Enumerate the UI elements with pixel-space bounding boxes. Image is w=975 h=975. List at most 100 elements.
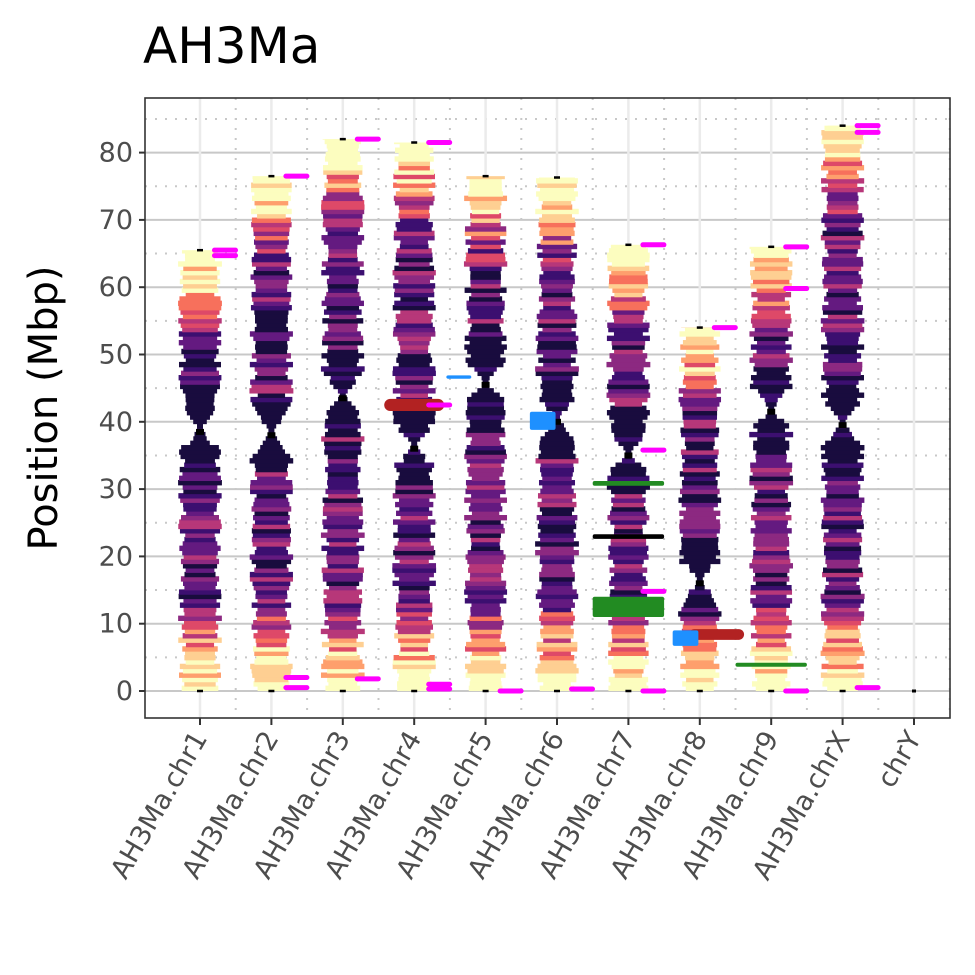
chromosome-bin [678,388,721,394]
chromosome-bin [820,445,865,451]
chromosome-bin [820,318,865,324]
chromosome-bin [257,213,286,219]
chromosome-bin [465,480,506,486]
chromosome-bin [398,160,431,167]
chromosome-bin [749,383,793,390]
chromosome-bin [465,585,506,591]
feature-mark [529,411,556,430]
chromosome-bin [609,278,648,285]
chromosome-bin [542,200,572,206]
chromosome-bin [820,593,865,600]
chromosome-bin [753,615,789,622]
chromosome-bin [465,646,507,652]
chromosome-bin [399,506,430,512]
chromosome-bin [828,580,857,587]
chromosome-bin [685,436,715,442]
chromosome-bin [611,261,645,267]
chromosome-bin [606,484,650,490]
chromosome-bin [469,340,502,346]
chromosome-bin [470,283,501,289]
feature-mark [592,481,665,486]
chromosome-bin [393,418,436,425]
chromosome-bin [256,322,287,328]
chromosome-bin [181,445,219,451]
chromosome-bin [608,379,649,385]
chromosome-bin [470,676,501,683]
chromosome-bin [468,685,503,691]
chromosome-bin [327,147,358,153]
chromosome-bin [821,598,864,604]
telomere-mark [354,136,381,142]
chromosome-bin [752,471,790,477]
chromosome-bin [325,654,360,661]
chromosome-bin [398,204,430,210]
chromosome-bin [609,396,648,403]
chromosome-bin [260,445,283,451]
chromosome-bin [679,528,720,534]
chromosome-bin [251,217,291,223]
chromosome-bin [469,576,502,582]
chromosome-bin [753,366,789,372]
chromosome-bin [821,138,864,145]
chromosome-bin [182,274,218,280]
chromosome-bin [252,532,290,538]
chromosome-bin [680,615,720,622]
chromosome-bin [326,186,360,193]
chromosome-bin [186,401,214,407]
chromosome-bin [752,506,790,512]
chromosome-bin [537,523,577,530]
chromosome-bin [686,676,714,683]
chromosome-bin [611,497,646,503]
chromosome-bin [249,554,294,560]
chromosome-bin [329,585,357,591]
feature-mark [672,630,699,646]
chromosome-bin [398,497,430,503]
chromosome-bin [540,611,574,617]
chromosome-bin [824,589,861,595]
chromosome-bin [181,370,219,377]
chromosome-bin [253,646,290,652]
chromosome-bin [327,230,358,237]
chromosome-bin [614,370,643,377]
chromosome-bin [255,235,288,241]
chromosome-bin [679,331,721,337]
chromosome-bin [186,410,214,416]
chromosome-bin [824,239,861,245]
y-tick-label: 0 [116,676,133,707]
chromosome-bin [255,348,288,355]
chromosome-bin [822,309,863,315]
chromosome-bin [682,410,718,416]
chromosome-bin [403,458,425,464]
chromosome-bin [757,427,785,433]
chromosome-bin [538,480,576,486]
chromosome-bin [826,226,859,232]
chromosome-bin [750,248,792,254]
chromosome-bin [824,510,861,517]
chromosome-bin [611,506,646,512]
chromosome-bin [467,401,504,407]
telomere-mark [212,247,238,253]
chromosome-bin [820,497,865,503]
chromosome-bin [537,501,577,508]
chromosome-bin [325,685,361,691]
chromosome-bin [613,668,644,674]
chromosome-bin [254,550,288,556]
chromosome-bin [329,541,357,547]
chromosome-bin [268,427,275,433]
chromosome-bin [608,388,649,394]
chromosome-bin [827,685,859,691]
chromosome-bin [833,410,852,416]
chromosome-bin [328,624,357,630]
chromosome-bin [467,318,504,324]
chromosome-bin [400,641,429,648]
feature-mark [446,375,472,379]
chromosome-bin [541,471,573,477]
chromosome-bin [327,475,358,482]
chromosome-bin [758,418,785,425]
chromosome-bin [466,484,505,490]
chromosome-bin [536,515,578,521]
chromosome-bin [613,654,644,661]
chromosome-bin [826,576,860,582]
chromosome-bin [820,650,865,657]
chromosome-bin [327,668,359,674]
